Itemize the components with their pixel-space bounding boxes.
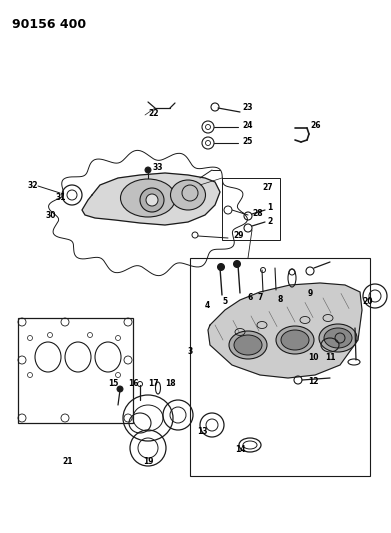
Circle shape [140,188,164,212]
Ellipse shape [281,330,309,350]
Text: 8: 8 [278,295,283,304]
Text: 7: 7 [258,293,264,302]
Text: 26: 26 [310,122,321,131]
Text: 23: 23 [242,102,253,111]
Text: 9: 9 [308,288,313,297]
Text: 16: 16 [128,378,138,387]
Text: 5: 5 [222,297,227,306]
Circle shape [233,261,240,268]
Circle shape [146,194,158,206]
Text: 28: 28 [252,208,263,217]
Text: 1: 1 [267,204,272,213]
Ellipse shape [170,180,206,210]
Text: 24: 24 [242,120,253,130]
Bar [18,318,133,423]
Text: 11: 11 [325,353,335,362]
Text: 3: 3 [188,348,193,357]
Bar [190,258,370,476]
Polygon shape [82,173,220,225]
Text: 14: 14 [235,446,246,455]
Bar [222,178,280,240]
Text: 22: 22 [148,109,158,118]
Text: 31: 31 [56,192,66,201]
Ellipse shape [319,324,357,352]
Text: 27: 27 [262,183,273,192]
Text: 17: 17 [148,378,159,387]
Text: 21: 21 [63,457,73,466]
Text: 13: 13 [197,427,208,437]
Text: 6: 6 [248,293,253,302]
Ellipse shape [120,179,176,217]
Text: 33: 33 [153,164,163,173]
Text: 19: 19 [143,457,153,466]
Text: 18: 18 [165,378,176,387]
Ellipse shape [229,331,267,359]
Circle shape [217,263,224,271]
Text: 25: 25 [242,136,252,146]
Text: 30: 30 [46,212,57,221]
Text: 32: 32 [28,182,38,190]
Text: 12: 12 [308,377,319,386]
Text: 4: 4 [205,301,210,310]
Polygon shape [208,283,362,378]
Text: 2: 2 [267,217,272,227]
Text: 90156 400: 90156 400 [12,18,86,31]
Circle shape [145,167,151,173]
Text: 29: 29 [233,230,244,239]
Ellipse shape [324,328,352,348]
Text: 10: 10 [308,353,319,362]
Text: 20: 20 [362,297,373,306]
Text: 15: 15 [108,378,118,387]
Circle shape [117,386,123,392]
Ellipse shape [234,335,262,355]
Ellipse shape [276,326,314,354]
